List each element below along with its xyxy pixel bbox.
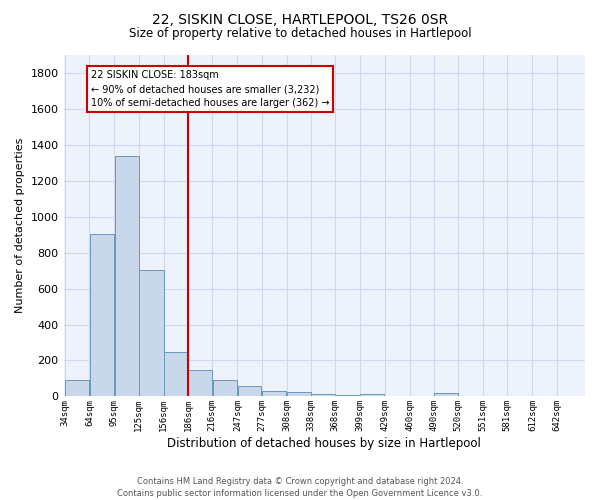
Text: Size of property relative to detached houses in Hartlepool: Size of property relative to detached ho… [128, 28, 472, 40]
Bar [115, 156, 139, 396]
Text: 22 SISKIN CLOSE: 183sqm
← 90% of detached houses are smaller (3,232)
10% of semi: 22 SISKIN CLOSE: 183sqm ← 90% of detache… [91, 70, 329, 108]
Bar [65, 380, 89, 396]
Text: 22, SISKIN CLOSE, HARTLEPOOL, TS26 0SR: 22, SISKIN CLOSE, HARTLEPOOL, TS26 0SR [152, 12, 448, 26]
Bar [89, 234, 114, 396]
Bar [311, 394, 335, 396]
Bar [139, 270, 164, 396]
Bar [164, 352, 188, 397]
Bar [212, 380, 237, 396]
Bar [238, 386, 262, 396]
X-axis label: Distribution of detached houses by size in Hartlepool: Distribution of detached houses by size … [167, 437, 481, 450]
Bar [434, 393, 458, 396]
Y-axis label: Number of detached properties: Number of detached properties [15, 138, 25, 314]
Bar [335, 394, 360, 396]
Bar [262, 392, 286, 396]
Bar [287, 392, 311, 396]
Bar [361, 394, 384, 396]
Text: Contains HM Land Registry data © Crown copyright and database right 2024.
Contai: Contains HM Land Registry data © Crown c… [118, 476, 482, 498]
Bar [188, 370, 212, 396]
